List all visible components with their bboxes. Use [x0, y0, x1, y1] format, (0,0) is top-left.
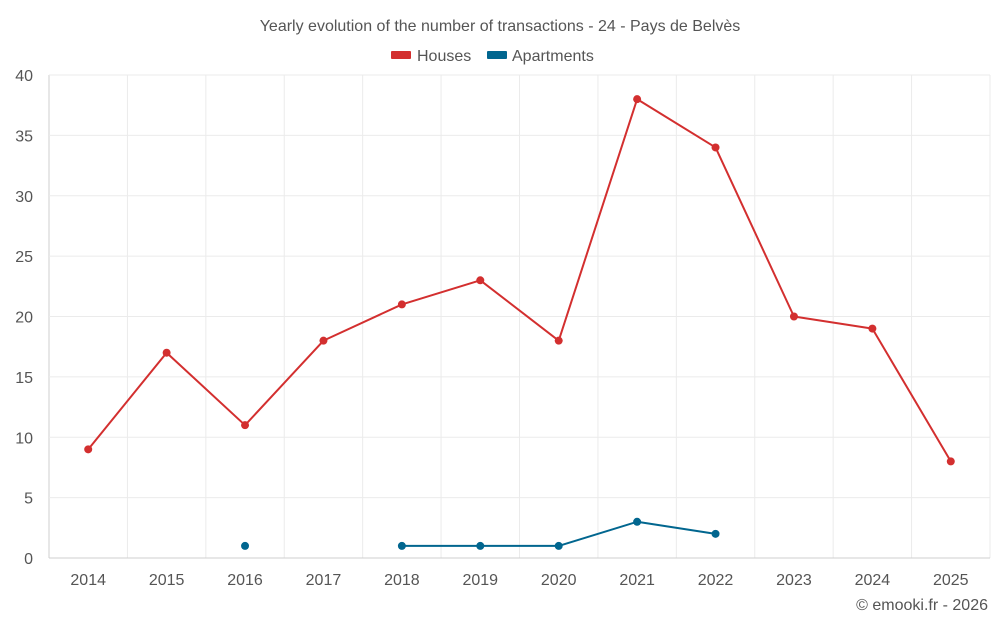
- x-tick-label: 2021: [619, 572, 655, 589]
- y-tick-label: 25: [15, 249, 33, 266]
- data-point-houses-2025[interactable]: [946, 457, 955, 466]
- y-tick-label: 0: [24, 551, 33, 568]
- data-point-apartments-2021[interactable]: [633, 517, 642, 526]
- legend-swatch-houses[interactable]: [391, 51, 411, 59]
- x-tick-label: 2024: [855, 572, 891, 589]
- x-tick-label: 2014: [70, 572, 106, 589]
- chart-title: Yearly evolution of the number of transa…: [260, 18, 741, 35]
- data-point-houses-2019[interactable]: [476, 276, 485, 285]
- y-tick-label: 35: [15, 128, 33, 145]
- data-point-houses-2024[interactable]: [868, 324, 877, 333]
- data-point-houses-2021[interactable]: [633, 95, 642, 104]
- data-point-apartments-2018[interactable]: [397, 541, 406, 550]
- data-point-houses-2016[interactable]: [241, 421, 250, 430]
- y-tick-label: 40: [15, 68, 33, 85]
- x-tick-label: 2025: [933, 572, 969, 589]
- y-tick-label: 20: [15, 310, 33, 327]
- y-axis: 0 5 10 15 20 25 30 35 40: [15, 68, 33, 568]
- legend: Houses Apartments: [391, 48, 594, 65]
- data-point-houses-2015[interactable]: [162, 348, 171, 357]
- data-point-apartments-2020[interactable]: [554, 541, 563, 550]
- y-tick-label: 5: [24, 491, 33, 508]
- data-point-houses-2022[interactable]: [711, 143, 720, 152]
- x-tick-label: 2019: [462, 572, 498, 589]
- chart-grid: [48, 74, 991, 559]
- legend-label-apartments[interactable]: Apartments: [512, 48, 594, 65]
- x-tick-label: 2020: [541, 572, 577, 589]
- y-tick-label: 10: [15, 430, 33, 447]
- x-tick-label: 2016: [227, 572, 263, 589]
- x-tick-label: 2022: [698, 572, 734, 589]
- data-point-apartments-2019[interactable]: [476, 541, 485, 550]
- x-tick-label: 2017: [306, 572, 342, 589]
- y-tick-label: 15: [15, 370, 33, 387]
- x-axis: 2014 2015 2016 2017 2018 2019 2020 2021 2022 2023…: [70, 572, 968, 589]
- y-tick-label: 30: [15, 189, 33, 206]
- data-point-houses-2023[interactable]: [789, 312, 798, 321]
- series-points: [84, 95, 955, 550]
- data-point-apartments-2022[interactable]: [711, 529, 720, 538]
- x-tick-label: 2023: [776, 572, 812, 589]
- data-point-houses-2014[interactable]: [84, 445, 93, 454]
- legend-swatch-apartments[interactable]: [487, 51, 507, 59]
- x-tick-label: 2015: [149, 572, 185, 589]
- series-line-houses: [87, 98, 952, 463]
- data-point-houses-2018[interactable]: [397, 300, 406, 309]
- data-point-apartments-2016[interactable]: [241, 541, 250, 550]
- legend-label-houses[interactable]: Houses: [417, 48, 471, 65]
- x-tick-label: 2018: [384, 572, 420, 589]
- chart-credit: © emooki.fr - 2026: [856, 597, 988, 614]
- data-point-houses-2017[interactable]: [319, 336, 328, 345]
- data-point-houses-2020[interactable]: [554, 336, 563, 345]
